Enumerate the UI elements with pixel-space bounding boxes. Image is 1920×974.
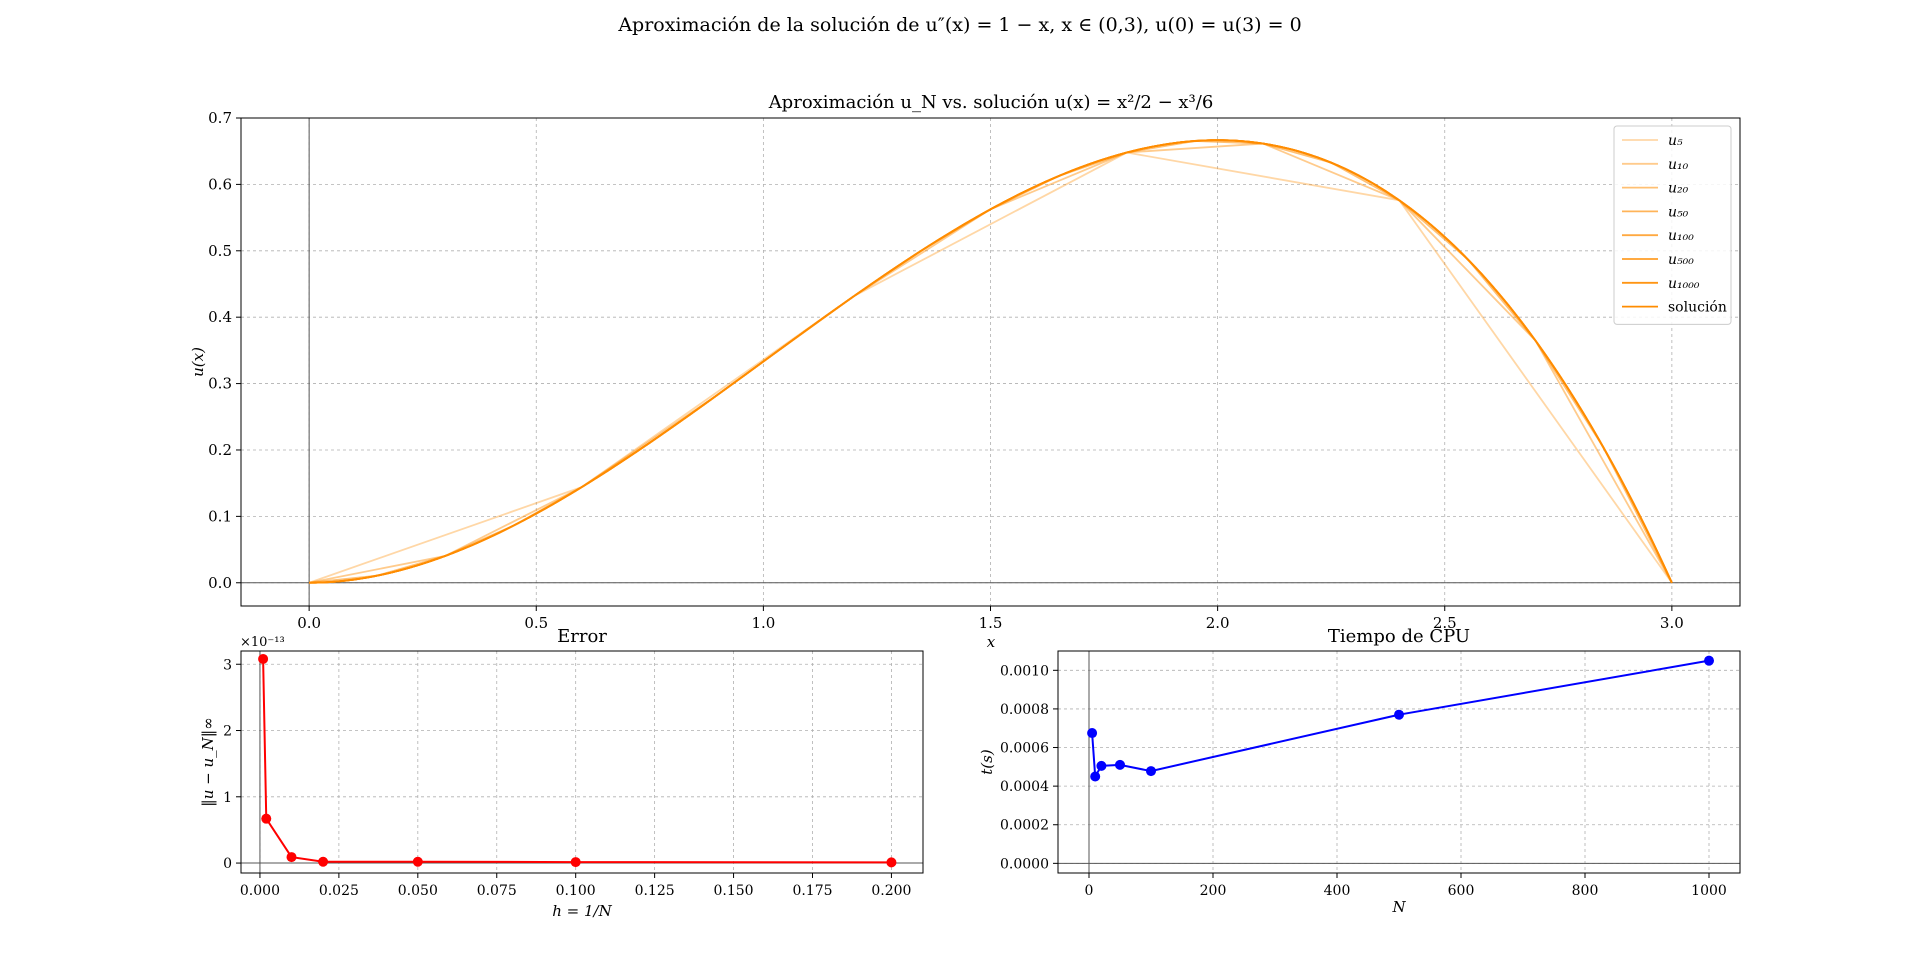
y-tick-label: 0.0006 <box>1000 741 1049 757</box>
y-tick-label: 0.4 <box>208 308 232 326</box>
main-plot-series <box>308 139 1673 584</box>
y-tick-label: 0.6 <box>208 175 232 193</box>
y-tick-label: 0.0004 <box>1000 779 1049 795</box>
legend-label: u₅₀₀ <box>1668 252 1694 268</box>
main-plot-ylabel: u(x) <box>189 347 207 377</box>
x-tick-label: 0.050 <box>398 883 438 899</box>
cpu-plot-title: Tiempo de CPU <box>1328 626 1470 647</box>
x-tick-label: 200 <box>1200 883 1227 899</box>
error-plot-zero-lines <box>241 651 923 873</box>
legend-box <box>1613 125 1732 325</box>
y-tick-label: 0.7 <box>208 109 232 127</box>
main-plot-zero-lines <box>241 118 1740 606</box>
legend-label: u₅₀ <box>1668 204 1689 220</box>
main-plot-title: Aproximación u_N vs. solución u(x) = x²/… <box>768 92 1214 113</box>
x-tick-label: 1000 <box>1691 883 1727 899</box>
error-plot-ticks: 0.000 0.025 0.050 0.075 0.100 0.125 0.150 0.175… <box>223 657 911 899</box>
legend-label: u₅ <box>1668 133 1683 149</box>
cpu-plot-xlabel: N <box>1391 898 1406 916</box>
cpu-plot-zero-lines <box>1058 651 1740 873</box>
y-tick-label: 0.5 <box>208 242 232 260</box>
y-tick-label: 2 <box>223 724 232 740</box>
figure-suptitle: Aproximación de la solución de u″(x) = 1… <box>618 14 1302 36</box>
cpu-time-plot: Tiempo de CPU 0 200 400 600 800 1000 0.0000 0.0… <box>978 626 1741 916</box>
cpu-point <box>1704 655 1714 666</box>
error-point <box>570 857 581 868</box>
y-tick-label: 0 <box>223 856 232 872</box>
x-tick-label: 0 <box>1085 883 1094 899</box>
error-point <box>286 852 297 863</box>
cpu-point <box>1087 728 1098 739</box>
x-tick-label: 3.0 <box>1660 614 1684 632</box>
cpu-point <box>1115 759 1125 770</box>
y-tick-label: 0.3 <box>208 375 232 393</box>
y-tick-label: 0.1 <box>208 507 232 525</box>
y-tick-label: 0.0002 <box>1000 818 1049 834</box>
cpu-plot-series <box>1087 655 1714 782</box>
error-plot-series <box>258 653 897 868</box>
y-tick-label: 0.0008 <box>1000 702 1049 718</box>
x-tick-label: 800 <box>1572 883 1599 899</box>
cpu-plot-ticks: 0 200 400 600 800 1000 0.0000 0.0002 0.0004 0.000… <box>1000 663 1727 899</box>
series-line-5 <box>308 151 1673 584</box>
legend-label: u₁₀₀₀ <box>1668 276 1700 292</box>
error-plot: Error 0.000 0.025 0.050 0.075 0.100 0.125 0.15… <box>199 626 924 920</box>
x-tick-label: 0.200 <box>871 883 911 899</box>
error-plot-title: Error <box>557 626 607 647</box>
x-tick-label: 400 <box>1324 883 1351 899</box>
error-point <box>258 653 269 664</box>
error-point <box>261 813 272 824</box>
y-tick-label: 0.0 <box>208 574 232 592</box>
y-tick-label: 0.0000 <box>1000 856 1049 872</box>
error-point <box>412 856 423 867</box>
y-tick-label: 0.0010 <box>1000 663 1049 679</box>
y-tick-label: 3 <box>223 657 232 673</box>
x-tick-label: 0.150 <box>714 883 754 899</box>
error-plot-xlabel: h = 1/N <box>552 902 612 920</box>
x-tick-label: 0.025 <box>319 883 359 899</box>
series-line-solucion <box>309 139 1673 584</box>
cpu-plot-ylabel: t(s) <box>978 749 996 775</box>
error-line <box>262 658 892 864</box>
main-plot-legend: u₅ u₁₀ u₂₀ u₅₀ u₁₀₀ u₅₀₀ u₁₀₀₀ solución <box>1613 125 1732 325</box>
x-tick-label: 0.175 <box>792 883 832 899</box>
legend-label: u₁₀ <box>1668 157 1689 173</box>
legend-label: u₂₀ <box>1668 181 1689 197</box>
main-plot-xlabel: x <box>987 633 996 651</box>
cpu-point <box>1394 709 1404 720</box>
y-tick-label: 1 <box>223 790 232 806</box>
cpu-plot-frame <box>1057 650 1741 874</box>
legend-label: u₁₀₀ <box>1668 228 1694 244</box>
x-tick-label: 0.5 <box>524 614 548 632</box>
main-plot-ticks: 0.0 0.5 1.0 1.5 2.0 2.5 3.0 0.0 0.1 0.2 0.3 0.4 0.5 0… <box>208 109 1684 632</box>
x-tick-label: 0.100 <box>556 883 596 899</box>
cpu-point <box>1096 760 1107 771</box>
legend-label: solución <box>1668 300 1727 316</box>
x-tick-label: 2.5 <box>1433 614 1457 632</box>
x-tick-label: 0.0 <box>297 614 321 632</box>
x-tick-label: 0.000 <box>240 883 280 899</box>
main-approximation-plot: Aproximación u_N vs. solución u(x) = x²/… <box>189 92 1741 651</box>
cpu-point <box>1090 771 1101 782</box>
x-tick-label: 0.075 <box>477 883 517 899</box>
error-plot-grid <box>241 651 923 873</box>
cpu-point <box>1146 766 1156 777</box>
x-tick-label: 600 <box>1448 883 1475 899</box>
x-tick-label: 0.125 <box>635 883 675 899</box>
error-plot-frame <box>240 650 924 874</box>
x-tick-label: 2.0 <box>1206 614 1230 632</box>
error-plot-ylabel: ‖u − u_N‖∞ <box>199 717 217 807</box>
error-point <box>318 856 329 867</box>
y-tick-label: 0.2 <box>208 441 232 459</box>
cpu-plot-grid <box>1058 651 1740 873</box>
error-plot-scale-label: ×10⁻¹³ <box>240 635 285 650</box>
error-point <box>886 857 897 868</box>
x-tick-label: 1.0 <box>751 614 775 632</box>
x-tick-label: 1.5 <box>979 614 1003 632</box>
